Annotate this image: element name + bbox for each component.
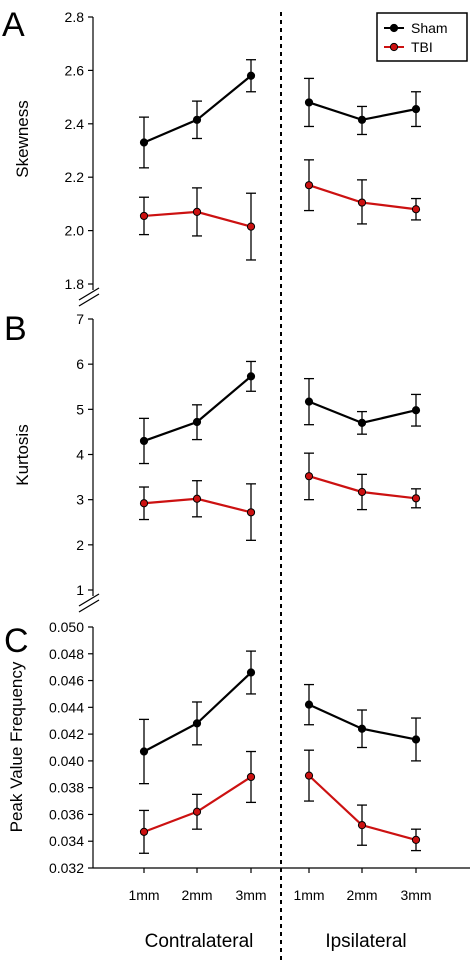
x-tick-label-contra-1mm: 1mm: [128, 887, 159, 903]
y-tick-label: 0.034: [49, 833, 84, 849]
tbi-data-point: [139, 827, 149, 836]
panel-c-ylabel: Peak Value Frequency: [7, 661, 26, 832]
panel-c-letter: C: [4, 622, 29, 660]
tbi-data-point: [192, 494, 202, 503]
panel-b-ylabel: Kurtosis: [13, 424, 32, 485]
y-tick-label: 0.042: [49, 726, 84, 742]
y-tick-label: 2.0: [65, 223, 85, 239]
tbi-data-point: [139, 499, 149, 508]
tbi-data-point: [357, 821, 367, 830]
panel-a-series: [139, 59, 421, 261]
panel-c: C Peak Value Frequency 0.0320.0340.0360.…: [4, 619, 421, 876]
axis-break-mark: [78, 293, 100, 307]
sham-data-point: [139, 138, 149, 147]
sham-data-point: [357, 418, 367, 427]
sham-data-point: [357, 724, 367, 733]
y-tick-label: 2.6: [65, 62, 85, 78]
tbi-data-point: [246, 222, 256, 231]
group-label-ipsilateral: Ipsilateral: [325, 931, 406, 952]
y-tick-label: 1.8: [65, 276, 85, 292]
y-tick-label: 2.2: [65, 169, 85, 185]
panel-a-y-axis: 1.8 2.0 2.2 2.4 2.6 2.8: [65, 9, 100, 307]
sham-data-point: [246, 71, 256, 80]
panel-a: A Skewness 1.8 2.0 2.2 2.4 2.6 2.8: [2, 6, 421, 307]
tbi-data-point: [246, 508, 256, 517]
tbi-data-point: [304, 181, 314, 190]
tbi-data-point: [304, 771, 314, 780]
legend: Sham TBI: [376, 12, 468, 62]
panel-a-ylabel: Skewness: [13, 100, 32, 177]
tbi-data-point: [411, 205, 421, 214]
sham-data-point: [304, 397, 314, 406]
y-tick-label: 0.032: [49, 860, 84, 876]
x-axis: 1mm 2mm 3mm 1mm 2mm 3mm Contralateral Ip…: [93, 867, 470, 952]
sham-data-point: [246, 372, 256, 381]
legend-box: [376, 12, 468, 62]
panel-c-series: [139, 650, 421, 854]
x-tick-label-ipsi-2mm: 2mm: [346, 887, 377, 903]
y-tick-label: 6: [76, 356, 84, 372]
axis-break-mark: [78, 599, 100, 613]
sham-data-point: [139, 747, 149, 756]
y-tick-label: 0.050: [49, 619, 84, 635]
panel-b-y-axis: 1 2 3 4 5 6 7: [76, 311, 100, 613]
legend-tbi-label: TBI: [411, 39, 433, 55]
sham-data-point: [304, 700, 314, 709]
sham-data-point: [411, 406, 421, 415]
panel-b-series: [139, 360, 421, 541]
sham-data-point: [139, 436, 149, 446]
tbi-data-point: [411, 494, 421, 503]
sham-data-point: [357, 115, 367, 124]
sham-data-point: [411, 735, 421, 744]
legend-sham-label: Sham: [411, 20, 448, 36]
tbi-data-point: [411, 835, 421, 844]
panel-c-y-axis: 0.032 0.034 0.036 0.038 0.040 0.042 0.044 0.046…: [49, 619, 94, 876]
sham-data-point: [411, 105, 421, 114]
x-axis-ticks: [143, 868, 417, 873]
y-tick-label: 3: [76, 492, 84, 508]
sham-data-point: [192, 115, 202, 124]
group-label-contralateral: Contralateral: [145, 931, 254, 952]
y-tick-label: 2.8: [65, 9, 85, 25]
panel-b-letter: B: [4, 310, 27, 348]
y-tick-label: 1: [76, 582, 84, 598]
y-tick-label: 2: [76, 537, 84, 553]
sham-data-point: [192, 417, 202, 427]
legend-sham-marker: [389, 23, 399, 33]
axis-break-mark: [78, 287, 100, 301]
tbi-data-point: [192, 207, 202, 217]
y-tick-label: 2.4: [65, 116, 85, 132]
y-tick-label: 0.040: [49, 753, 84, 769]
x-tick-label-contra-2mm: 2mm: [181, 887, 212, 903]
tbi-data-point: [304, 472, 314, 481]
y-tick-label: 7: [76, 311, 84, 327]
y-tick-label: 5: [76, 401, 84, 417]
y-tick-label: 0.048: [49, 646, 84, 662]
tbi-data-point: [246, 772, 256, 782]
y-tick-label: 0.046: [49, 673, 84, 689]
sham-data-point: [304, 98, 314, 107]
x-tick-label-contra-3mm: 3mm: [235, 887, 266, 903]
y-tick-label: 0.038: [49, 780, 84, 796]
x-tick-label-ipsi-3mm: 3mm: [400, 887, 431, 903]
panel-a-letter: A: [2, 6, 25, 44]
tbi-data-point: [192, 807, 202, 816]
tbi-data-point: [139, 211, 149, 221]
y-tick-label: 0.036: [49, 806, 84, 822]
tbi-data-point: [357, 198, 367, 207]
x-tick-label-ipsi-1mm: 1mm: [293, 887, 324, 903]
legend-tbi-marker: [389, 42, 399, 52]
axis-break-mark: [78, 593, 100, 607]
y-tick-label: 4: [76, 447, 84, 463]
tbi-data-point: [357, 487, 367, 497]
sham-data-point: [246, 668, 256, 677]
panel-b: B Kurtosis 1 2 3 4 5 6 7: [4, 310, 421, 613]
y-tick-label: 0.044: [49, 699, 84, 715]
sham-data-point: [192, 719, 202, 728]
